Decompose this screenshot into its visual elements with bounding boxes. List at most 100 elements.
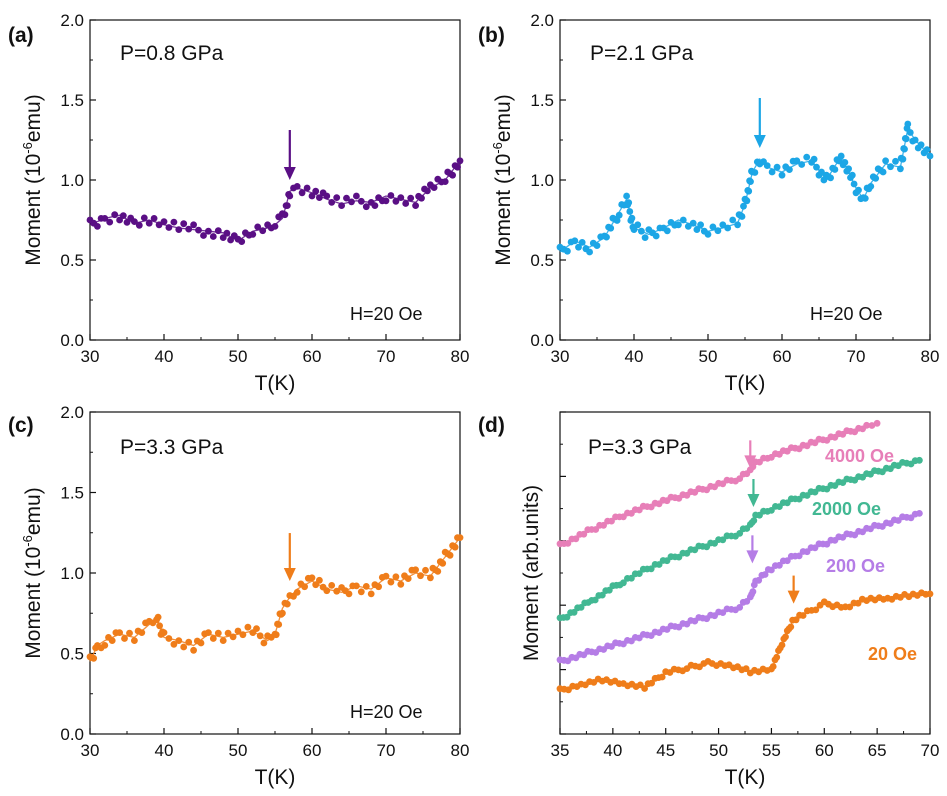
- series-2000-oe: [556, 456, 923, 622]
- data-point: [160, 218, 168, 226]
- series-4000-oe: [556, 419, 881, 548]
- data-point: [743, 197, 751, 205]
- data-point: [293, 183, 301, 190]
- y-axis-title-post: emu): [492, 94, 515, 142]
- data-point: [917, 141, 925, 149]
- data-point: [675, 221, 682, 229]
- data-point: [316, 194, 323, 202]
- data-point: [397, 580, 405, 588]
- data-point: [234, 627, 242, 635]
- y-tick-label: 2.0: [60, 403, 84, 422]
- x-axis-title: T(K): [725, 766, 766, 789]
- data-point: [200, 232, 207, 239]
- data-point: [916, 456, 923, 464]
- panel-b: 30 40 50 60 70 80 0.0 0.5 1.0 1.5 2.0 T(K) Moment (1…: [478, 11, 939, 395]
- x-tick-label: 80: [451, 741, 470, 760]
- data-point: [316, 576, 323, 584]
- x-tick-label: 70: [377, 347, 396, 366]
- y-tick-label: 0.0: [60, 331, 84, 350]
- data-point: [745, 187, 753, 195]
- y-tick-label: 0.0: [530, 331, 554, 350]
- panel-label: (c): [8, 414, 34, 437]
- data-point: [795, 552, 803, 560]
- x-tick-label: 80: [451, 347, 470, 366]
- data-point: [382, 197, 390, 205]
- data-point: [357, 588, 365, 596]
- data-point: [224, 629, 232, 637]
- data-point: [283, 600, 291, 608]
- x-tick-label: 80: [921, 347, 940, 366]
- data-point: [684, 223, 692, 230]
- data-point: [634, 221, 642, 229]
- data-point: [131, 637, 138, 644]
- data-point: [254, 223, 262, 231]
- y-tick-label: 2.0: [530, 11, 554, 30]
- data-point: [603, 233, 610, 241]
- data-point: [451, 543, 459, 551]
- data-point: [635, 570, 643, 577]
- data-point: [923, 146, 931, 154]
- y-axis-title-post: emu): [22, 487, 45, 535]
- data-point: [778, 641, 786, 649]
- data-point: [456, 157, 464, 165]
- data-point: [620, 579, 627, 587]
- data-point: [116, 629, 123, 636]
- data-point: [704, 231, 712, 238]
- data-point: [863, 421, 870, 429]
- data-point: [897, 165, 904, 173]
- data-point: [580, 530, 588, 538]
- transition-arrow: [753, 98, 766, 148]
- series-1: [556, 120, 934, 256]
- x-tick-label: 60: [815, 741, 834, 760]
- data-point: [185, 225, 193, 233]
- data-point: [652, 232, 660, 240]
- data-point: [424, 187, 431, 195]
- y-tick-label: 1.0: [60, 564, 84, 583]
- data-point: [901, 145, 908, 153]
- data-point: [773, 653, 781, 661]
- x-tick-label: 50: [709, 741, 728, 760]
- data-point: [244, 623, 252, 631]
- data-point: [190, 221, 198, 229]
- data-point: [260, 639, 268, 647]
- data-point: [197, 639, 205, 647]
- series-200-oe: [556, 510, 923, 665]
- y-tick-label: 0.5: [60, 251, 84, 270]
- transition-arrow: [787, 575, 800, 604]
- data-point: [750, 517, 758, 524]
- data-point: [357, 197, 365, 205]
- field-annotation: H=20 Oe: [810, 304, 883, 324]
- data-point: [899, 155, 907, 163]
- data-point: [180, 220, 188, 228]
- x-tick-label: 40: [625, 347, 644, 366]
- arrow-head: [283, 568, 296, 582]
- y-tick-label: 0.5: [60, 645, 84, 664]
- data-point: [404, 575, 412, 582]
- data-point: [323, 192, 331, 200]
- x-tick-label: 50: [699, 347, 718, 366]
- data-point: [799, 612, 807, 619]
- panel-label: (b): [478, 24, 505, 47]
- data-point: [738, 213, 746, 220]
- data-point: [286, 192, 294, 200]
- data-point: [615, 211, 623, 219]
- data-point: [353, 582, 360, 590]
- data-point: [638, 227, 645, 235]
- data-point: [916, 510, 923, 517]
- data-point: [387, 578, 395, 586]
- panel-c: 30 40 50 60 70 80 0.0 0.5 1.0 1.5 2.0 T(K) Moment (1…: [8, 403, 469, 789]
- panel-a: 30 40 50 60 70 80 0.0 0.5 1.0 1.5 2.0 T(K) Moment (1…: [8, 11, 469, 395]
- data-point: [135, 221, 143, 229]
- x-tick-label: 55: [762, 741, 781, 760]
- data-point: [155, 221, 163, 229]
- data-point: [239, 631, 247, 639]
- data-point: [882, 157, 889, 165]
- data-point: [778, 171, 786, 179]
- x-tick-label: 65: [868, 741, 887, 760]
- data-point: [782, 633, 789, 641]
- data-point: [106, 218, 114, 226]
- data-point: [798, 161, 806, 168]
- data-point: [271, 223, 279, 230]
- data-point: [792, 616, 800, 624]
- data-point: [861, 195, 869, 202]
